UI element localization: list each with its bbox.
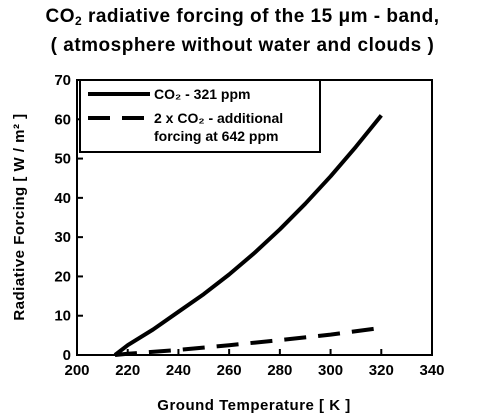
x-tick-label: 260 [217,362,242,379]
legend-label-co2: CO₂ - 321 ppm [154,86,250,102]
y-tick-label: 40 [54,190,71,207]
y-tick-label: 10 [54,308,71,325]
y-tick-label: 60 [54,111,71,128]
y-tick-label: 30 [54,229,71,246]
legend-label-2xco2-line1: 2 x CO₂ - additional [154,110,283,126]
y-tick-label: 50 [54,151,71,168]
series-line-co2-321ppm [113,114,383,357]
series-line-2xco2-642ppm [114,325,382,357]
chart-title-line2: ( atmosphere without water and clouds ) [50,35,435,56]
y-axis-label: Radiative Forcing [ W / m² ] [11,113,28,320]
x-axis-label: Ground Temperature [ K ] [157,397,350,414]
x-tick-label: 240 [166,362,191,379]
y-tick-label: 0 [63,347,71,364]
x-tick-label: 200 [64,362,89,379]
x-tick-label: 300 [318,362,343,379]
chart-title-line1: CO2 radiative forcing of the 15 μm - ban… [45,6,440,28]
x-tick-label: 320 [369,362,394,379]
y-tick-label: 20 [54,268,71,285]
x-tick-label: 280 [267,362,292,379]
x-tick-label: 220 [115,362,140,379]
y-tick-label: 70 [54,72,71,89]
x-tick-label: 340 [419,362,444,379]
legend-label-2xco2-line2: forcing at 642 ppm [154,128,278,144]
